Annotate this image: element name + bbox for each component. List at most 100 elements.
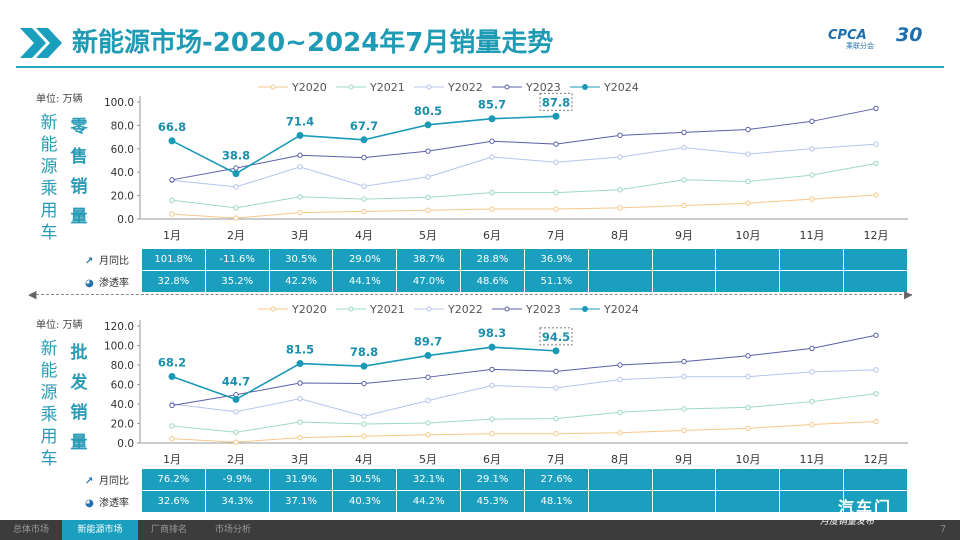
data-point: [681, 406, 687, 412]
data-point: [233, 184, 239, 190]
legend-marker: [348, 306, 354, 312]
data-point: [873, 418, 879, 425]
series-line-Y2023: [171, 107, 877, 181]
data-point: [681, 202, 687, 209]
chevron-double-icon: [20, 28, 62, 58]
data-point: [681, 144, 687, 151]
footer-bar: [0, 520, 960, 540]
footer-tab-nev[interactable]: 新能源市场: [62, 520, 138, 540]
trend-icon: ↗: [85, 476, 94, 487]
y-tick-label: 60.0: [111, 380, 134, 392]
data-point: [361, 208, 367, 215]
data-point: [489, 431, 495, 437]
data-point: [809, 196, 815, 202]
table-cell: 76.2%: [141, 468, 206, 491]
table-cell: [587, 490, 653, 513]
table-cell: 47.0%: [396, 270, 462, 293]
page-title: 新能源市场-2020~2024年7月销量走势: [72, 28, 554, 58]
data-point: [169, 423, 175, 429]
data-point: [553, 368, 559, 375]
data-label: 89.7: [414, 335, 442, 349]
series-line-Y2021: [171, 162, 877, 209]
legend-label: Y2022: [447, 303, 483, 316]
data-point: [233, 205, 239, 211]
data-label: 81.5: [286, 343, 314, 357]
data-point: [169, 177, 175, 183]
y-tick-label: 100.0: [104, 341, 134, 353]
data-point: [233, 215, 239, 221]
legend-marker: [504, 306, 510, 312]
data-point: [553, 206, 559, 212]
data-point: [873, 160, 879, 167]
x-tick-label: 12月: [864, 453, 889, 466]
legend-marker: [582, 84, 588, 90]
data-point: [617, 187, 623, 193]
x-tick-label: 7月: [547, 229, 565, 242]
retail-pen-row: ◕ 渗透率 32.8% 35.2% 42.2% 44.1% 47.0% 48.6% 51.1%: [80, 270, 908, 293]
data-point: [233, 429, 239, 435]
table-cell: 44.1%: [332, 270, 398, 293]
data-point: [169, 211, 175, 217]
legend-label: Y2022: [447, 81, 483, 94]
data-label: 80.5: [414, 104, 442, 118]
data-point: [552, 112, 560, 120]
data-point: [489, 138, 495, 144]
data-label: 85.7: [478, 98, 506, 112]
data-point: [424, 352, 432, 360]
data-point: [617, 154, 623, 160]
cpca-logo: CPCA: [828, 28, 867, 43]
table-cell: 28.8%: [460, 248, 525, 271]
data-point: [169, 402, 175, 409]
data-label: 68.2: [158, 356, 186, 370]
series-line-Y2020: [171, 421, 877, 443]
data-label: 78.8: [350, 345, 378, 359]
legend-label: Y2023: [525, 303, 561, 316]
table-cell: [651, 490, 717, 513]
table-cell: 27.6%: [523, 468, 589, 491]
table-cell: 101.8%: [141, 248, 206, 271]
retail-side-label: 新能源乘用车: [40, 113, 58, 243]
data-point: [489, 382, 495, 389]
y-tick-label: 40.0: [111, 167, 134, 179]
data-point: [488, 115, 496, 123]
footer-tab-ranking[interactable]: 厂商排名: [150, 525, 187, 535]
wholesale-stats-table: ↗ 月同比 76.2% -9.9% 31.9% 30.5% 32.1% 29.1% 27.6%…: [80, 468, 908, 513]
table-cell: [843, 248, 908, 271]
legend-marker: [348, 84, 354, 90]
x-tick-label: 5月: [419, 453, 437, 466]
table-cell: 42.2%: [268, 270, 334, 293]
data-point: [745, 126, 751, 133]
title-underline: [16, 66, 944, 68]
data-point: [745, 151, 751, 157]
legend-marker: [426, 84, 432, 90]
data-point: [745, 374, 751, 380]
table-cell: 35.2%: [204, 270, 270, 293]
footer-tab-overall[interactable]: 总体市场: [12, 525, 49, 535]
anniversary-logo: 30: [896, 24, 923, 46]
wholesale-unit-label: 单位: 万辆: [36, 320, 83, 331]
table-cell: 40.3%: [332, 490, 398, 513]
legend-label: Y2024: [603, 81, 639, 94]
data-point: [232, 170, 240, 178]
data-point: [361, 413, 367, 419]
data-point: [425, 432, 431, 438]
retail-pen-label-cell: ◕ 渗透率: [80, 270, 142, 293]
cpca-logo-sub: 乘联分会: [846, 42, 874, 50]
footer-tab-analysis[interactable]: 市场分析: [214, 525, 251, 535]
x-tick-label: 4月: [355, 229, 373, 242]
x-tick-label: 5月: [419, 229, 437, 242]
x-tick-label: 10月: [736, 229, 761, 242]
y-tick-label: 40.0: [111, 399, 134, 411]
table-cell: 48.6%: [460, 270, 525, 293]
data-point: [681, 358, 687, 365]
data-point: [169, 197, 175, 203]
data-point: [617, 430, 623, 436]
table-cell: [587, 270, 653, 293]
retail-yoy-label-cell: ↗ 月同比: [80, 248, 142, 271]
table-cell: [715, 248, 781, 271]
data-label: 71.4: [286, 114, 314, 128]
data-point: [809, 369, 815, 375]
wholesale-side-label-2: 批发销量: [70, 343, 88, 453]
data-point: [873, 391, 879, 397]
legend-label: Y2020: [291, 303, 327, 316]
